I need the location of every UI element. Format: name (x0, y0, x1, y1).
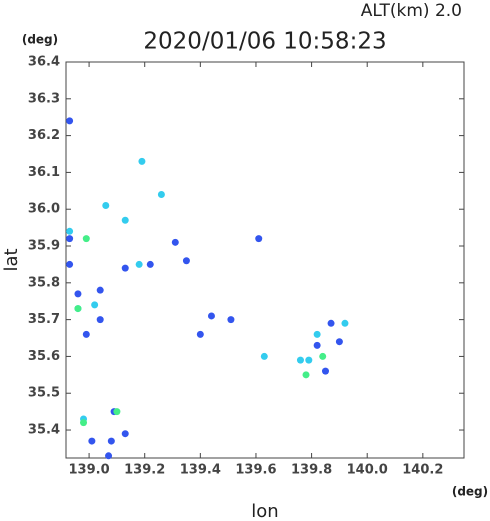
x-axis-label: lon (251, 501, 278, 521)
echo-point (321, 367, 329, 375)
echo-point (260, 352, 268, 360)
chart-title: 2020/01/06 10:58:23 (143, 29, 386, 55)
echo-point (96, 316, 104, 324)
echo-point (302, 371, 310, 379)
y-tick-label: 35.5 (28, 386, 60, 401)
y-unit: (deg) (22, 33, 58, 47)
x-tick-label: 139.4 (180, 463, 221, 478)
plot-frame (65, 61, 465, 459)
y-tick-label: 36.1 (28, 165, 60, 180)
echo-point (121, 216, 129, 224)
echo-point (66, 227, 74, 235)
echo-point (327, 319, 335, 327)
echo-point (305, 356, 313, 364)
echo-point (96, 286, 104, 294)
echo-point (88, 437, 96, 445)
y-axis-label: lat (1, 248, 22, 271)
echo-point (135, 260, 143, 268)
echo-point (66, 117, 74, 125)
echo-point (107, 437, 115, 445)
x-tick-label: 140.2 (402, 463, 443, 478)
echo-point (227, 316, 235, 324)
x-tick-label: 139.2 (124, 463, 165, 478)
altitude-label: ALT(km) 2.0 (361, 1, 462, 21)
y-tick-label: 36.4 (28, 55, 60, 70)
echo-point (66, 235, 74, 243)
x-tick-label: 139.0 (69, 463, 110, 478)
y-tick-label: 36.0 (28, 202, 60, 217)
x-tick-label: 140.0 (347, 463, 388, 478)
y-tick-label: 35.8 (28, 275, 60, 290)
echo-point (113, 408, 121, 416)
echo-point (121, 264, 129, 272)
echo-point (255, 235, 263, 243)
echo-point (182, 257, 190, 265)
echo-point (74, 305, 82, 313)
y-tick-label: 35.6 (28, 349, 60, 364)
echo-point (82, 330, 90, 338)
echo-point (157, 190, 165, 198)
echo-point (335, 338, 343, 346)
echo-point (138, 157, 146, 165)
echo-point (82, 235, 90, 243)
echo-point (102, 202, 110, 210)
x-unit: (deg) (452, 485, 488, 499)
echo-point (313, 330, 321, 338)
echo-point (171, 238, 179, 246)
y-tick-label: 36.3 (28, 91, 60, 106)
echo-point (341, 319, 349, 327)
y-tick-label: 36.2 (28, 128, 60, 143)
y-tick-label: 35.9 (28, 239, 60, 254)
echo-point (66, 260, 74, 268)
y-tick-label: 35.4 (28, 423, 60, 438)
echo-point (207, 312, 215, 320)
echo-point (319, 352, 327, 360)
echo-point (80, 419, 88, 427)
echo-point (74, 290, 82, 298)
echo-point (121, 430, 129, 438)
echo-point (91, 301, 99, 309)
x-tick-label: 139.6 (235, 463, 276, 478)
y-tick-label: 35.7 (28, 312, 60, 327)
echo-point (146, 260, 154, 268)
echo-point (313, 341, 321, 349)
echo-point (296, 356, 304, 364)
echo-point (105, 452, 113, 460)
echo-point (196, 330, 204, 338)
x-tick-label: 139.8 (291, 463, 332, 478)
